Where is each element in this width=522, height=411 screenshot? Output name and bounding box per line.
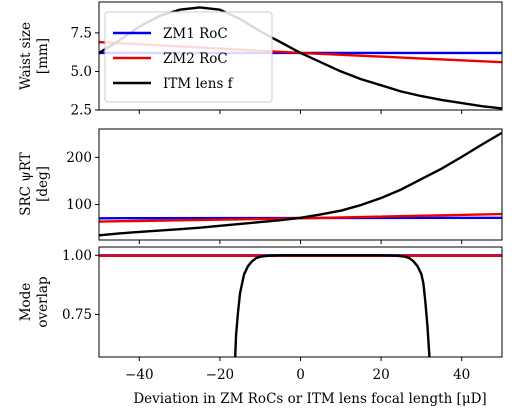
series-line-overlap-itm-lens-f [234, 254, 431, 357]
y-tick-label-src: 200 [66, 150, 92, 166]
ylabel-waist: Waist size [mm] [18, 22, 51, 90]
y-tick-label-waist: 5.0 [71, 64, 92, 80]
x-tick-label: −40 [125, 367, 154, 383]
ylabel-overlap-line1: Mode [18, 283, 34, 322]
series-line-src-itm-lens-f [99, 131, 502, 237]
ylabel-src: SRC ψRT [deg] [18, 152, 51, 216]
x-axis-label: Deviation in ZM RoCs or ITM lens focal l… [133, 391, 486, 407]
legend-label-zm1-roc: ZM1 RoC [163, 26, 228, 42]
y-tick-label-overlap: 1.00 [62, 248, 92, 264]
panel-mode-overlap: 0.75 1.00 [62, 246, 503, 361]
legend-label-zm2-roc: ZM2 RoC [163, 51, 228, 67]
ylabel-src-line1: SRC ψRT [18, 152, 34, 216]
y-tick-label-waist: 2.5 [71, 103, 92, 119]
legend: ZM1 RoC ZM2 RoC ITM lens f [104, 11, 273, 103]
x-tick-labels: −40 −20 0 20 40 [125, 367, 470, 383]
x-tick-label: 40 [453, 367, 470, 383]
ylabel-overlap-line2: overlap [35, 276, 51, 327]
ylabel-src-line2: [deg] [35, 166, 51, 202]
y-tick-label-overlap: 0.75 [62, 307, 92, 323]
panel-src-phase: 100 200 [66, 128, 503, 244]
x-tick-label: −20 [206, 367, 235, 383]
ylabel-waist-line1: Waist size [18, 22, 34, 90]
ylabel-waist-line2: [mm] [35, 38, 51, 74]
x-tick-label: 0 [296, 367, 305, 383]
ylabel-overlap: Mode overlap [18, 276, 51, 327]
y-tick-label-src: 100 [66, 197, 92, 213]
legend-box [104, 11, 273, 103]
y-tick-label-waist: 7.5 [71, 25, 92, 41]
x-tick-label: 20 [373, 367, 390, 383]
legend-label-itm-lens-f: ITM lens f [163, 76, 234, 92]
